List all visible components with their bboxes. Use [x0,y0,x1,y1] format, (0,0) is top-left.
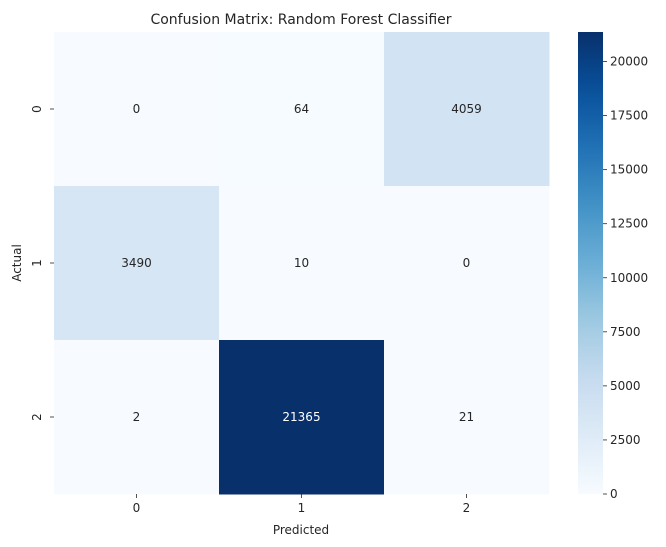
heatmap-cell-labels: 0 64 4059 3490 10 0 2 21365 21 [121,102,482,424]
cell-value-2-0: 2 [133,410,141,424]
heatmap-cell-2-1 [219,340,385,495]
cell-value-1-1: 10 [294,256,309,270]
colorbar-tick-label: 12500 [610,217,648,231]
y-tick-label: 0 [30,105,44,113]
chart-title: Confusion Matrix: Random Forest Classifi… [150,12,451,28]
colorbar: 0 2500 5000 7500 10000 12500 15000 17500 20000 [578,32,648,501]
heatmap-cell-2-2 [384,340,550,495]
colorbar-ticks: 0 2500 5000 7500 10000 12500 15000 17500 20000 [603,55,648,501]
cell-value-1-0: 3490 [121,256,152,270]
heatmap-cell-2-0 [54,340,220,495]
cell-value-0-0: 0 [133,102,141,116]
x-tick-label: 2 [463,501,471,515]
cell-value-0-2: 4059 [451,102,482,116]
x-axis-label: Predicted [273,523,329,537]
y-axis-label: Actual [10,244,24,282]
colorbar-tick-label: 15000 [610,163,648,177]
cell-value-2-2: 21 [459,410,474,424]
y-axis-ticks: 0 1 2 [30,105,54,421]
colorbar-tick-label: 5000 [610,379,641,393]
x-axis-ticks: 0 1 2 [133,494,471,515]
x-tick-label: 1 [298,501,306,515]
heatmap-cells [54,32,550,495]
cell-value-1-2: 0 [463,256,471,270]
y-tick-label: 2 [30,413,44,421]
colorbar-gradient [578,32,603,494]
colorbar-tick-label: 20000 [610,55,648,69]
colorbar-tick-label: 0 [610,487,618,501]
cell-value-0-1: 64 [294,102,309,116]
heatmap-cell-1-0 [54,186,220,341]
colorbar-tick-label: 17500 [610,109,648,123]
colorbar-tick-label: 7500 [610,325,641,339]
heatmap-cell-0-2 [384,32,550,187]
x-tick-label: 0 [133,501,141,515]
cell-value-2-1: 21365 [282,410,320,424]
heatmap-cell-1-1 [219,186,385,341]
y-tick-label: 1 [30,259,44,267]
colorbar-tick-label: 10000 [610,271,648,285]
colorbar-tick-label: 2500 [610,433,641,447]
heatmap-cell-0-0 [54,32,220,187]
heatmap-cell-0-1 [219,32,385,187]
heatmap-cell-1-2 [384,186,550,341]
